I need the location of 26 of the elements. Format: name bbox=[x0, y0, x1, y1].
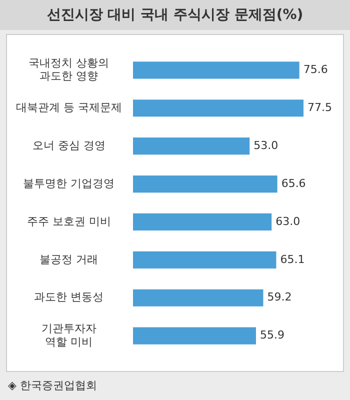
data-label: 75.6 bbox=[303, 63, 328, 76]
y-tick-label: 불공정 거래 bbox=[40, 252, 98, 266]
data-label: 53.0 bbox=[254, 138, 278, 152]
y-tick-label: 국내정치 상황의 과도한 영향 bbox=[28, 56, 110, 83]
bar bbox=[132, 138, 250, 155]
y-tick-label: 과도한 변동성 bbox=[34, 290, 104, 304]
bar bbox=[132, 100, 304, 117]
bar bbox=[132, 175, 278, 193]
data-label: 55.9 bbox=[260, 328, 284, 342]
text: ◈ 한국증권업협회 bbox=[8, 378, 97, 393]
bar bbox=[132, 289, 264, 306]
chart-title: 선진시장 대비 국내 주식시장 문제점(%) bbox=[0, 0, 350, 30]
y-tick-label: 불투명한 기업경영 bbox=[23, 176, 115, 190]
data-label: 63.0 bbox=[276, 214, 300, 228]
bar bbox=[132, 62, 300, 79]
y-tick-label: 기관투자자 역할 미비 bbox=[41, 322, 96, 348]
bar bbox=[132, 251, 276, 268]
y-tick-label: 대북관계 등 국제문제 bbox=[16, 100, 122, 114]
y-tick-label: 주주 보호권 미비 bbox=[26, 214, 111, 228]
data-label: 65.6 bbox=[281, 176, 306, 190]
data-label: 77.5 bbox=[308, 100, 332, 114]
y-tick-label: 오너 중심 경영 bbox=[32, 138, 106, 152]
data-label: 65.1 bbox=[280, 252, 305, 266]
bar bbox=[132, 213, 272, 231]
data-label: 59.2 bbox=[267, 290, 292, 304]
bar bbox=[132, 327, 256, 344]
